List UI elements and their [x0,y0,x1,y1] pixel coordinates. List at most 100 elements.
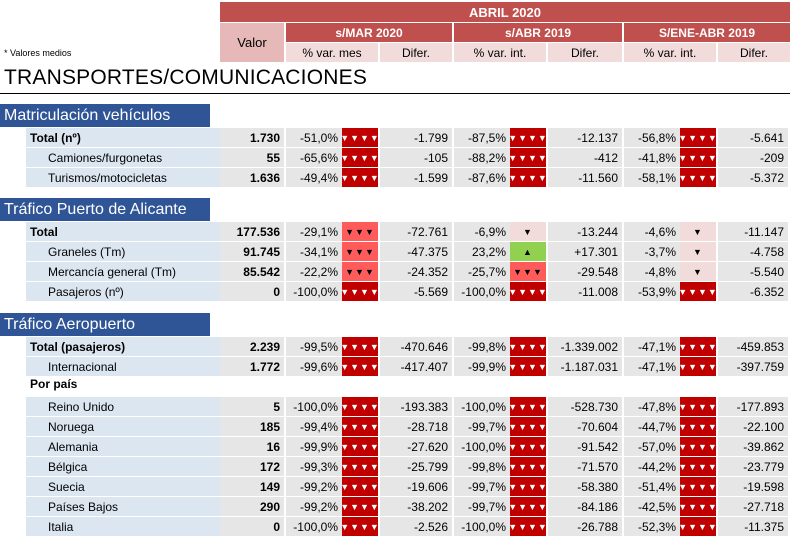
cell-var-ene-abr: -47,1% [624,337,680,356]
table-row: Noruega 185 -99,4% -28.718 -99,7% -70.604 -44,… [0,417,790,437]
trend-arrows-icon: ▼▼▼▼ [340,337,379,356]
trend-arrows-icon: ▼▼▼▼ [678,337,717,356]
table-row: Países Bajos 290 -99,2% -38.202 -99,7% -84.18… [0,497,790,517]
cell-difer-ene-abr: -11.375 [718,517,788,536]
cell-var-mes: -99,2% [286,477,342,496]
cell-difer-ene-abr: -5.540 [718,262,788,281]
cell-difer-mes: -193.383 [380,397,452,416]
trend-arrows-icon: ▼▼▼ [342,222,378,241]
cell-difer-ene-abr: -27.718 [718,497,788,516]
cell-difer-ene-abr: -11.147 [718,222,788,241]
trend-arrows-icon: ▼▼▼▼ [678,128,717,147]
cell-difer-mes: -1.599 [380,168,452,187]
cell-var-mes: -49,4% [286,168,342,187]
row-label: Reino Unido [26,397,222,416]
cell-var-int: -99,7% [454,417,510,436]
cell-difer-mes: -1.799 [380,128,452,147]
trend-arrows-icon: ▼ [680,262,716,281]
row-label: Total (nº) [26,128,222,147]
row-label: Total (pasajeros) [26,337,222,356]
cell-valor: 290 [220,497,284,516]
cell-var-ene-abr: -44,7% [624,417,680,436]
cell-valor: 149 [220,477,284,496]
cell-difer-ene-abr: -397.759 [718,357,788,376]
table-row: Total (pasajeros) 2.239 -99,5% -470.646 -99,… [0,337,790,357]
cell-difer-mes: -27.620 [380,437,452,456]
trend-arrows-icon: ▼ [680,222,716,241]
trend-arrows-icon: ▼▼▼▼ [678,417,717,436]
table-row: Suecia 149 -99,2% -19.606 -99,7% -58.380 -51,4… [0,477,790,497]
cell-difer-ene-abr: -5.372 [718,168,788,187]
group-header-ene-abr2019: S/ENE-ABR 2019 [624,23,790,42]
cell-valor: 2.239 [220,337,284,356]
cell-difer-mes: -5.569 [380,282,452,301]
cell-valor: 91.745 [220,242,284,261]
cell-var-ene-abr: -42,5% [624,497,680,516]
trend-arrows-icon: ▼▼▼▼ [508,128,547,147]
subheader-var-int-1: % var. int. [454,43,546,62]
trend-arrows-icon: ▼▼▼ [342,242,378,261]
cell-var-int: -99,7% [454,497,510,516]
trend-arrows-icon: ▼▼▼▼ [678,397,717,416]
section-title-aeropuerto: Tráfico Aeropuerto [0,313,210,336]
cell-var-int: -99,8% [454,457,510,476]
trend-arrows-icon: ▼▼▼▼ [340,128,379,147]
cell-valor: 177.536 [220,222,284,241]
page-title: TRANSPORTES/COMUNICACIONES [4,66,368,89]
cell-var-int: -99,8% [454,337,510,356]
cell-difer-mes: -2.526 [380,517,452,536]
cell-difer-ene-abr: -5.641 [718,128,788,147]
cell-difer-mes: -38.202 [380,497,452,516]
trend-arrows-icon: ▼▼▼▼ [508,437,547,456]
cell-difer-int: -29.548 [548,262,622,281]
row-label: Italia [26,517,222,536]
cell-var-int: -100,0% [454,517,510,536]
trend-arrows-icon: ▼▼▼▼ [678,357,717,376]
valor-header: Valor [220,23,284,62]
trend-arrows-icon: ▼▼▼▼ [340,437,379,456]
cell-difer-mes: -72.761 [380,222,452,241]
period-header: ABRIL 2020 [220,2,790,22]
cell-difer-ene-abr: -209 [718,148,788,167]
cell-var-mes: -99,3% [286,457,342,476]
cell-var-mes: -22,2% [286,262,342,281]
trend-arrows-icon: ▼▼▼▼ [678,437,717,456]
cell-difer-mes: -105 [380,148,452,167]
cell-difer-int: -71.570 [548,457,622,476]
cell-var-ene-abr: -47,8% [624,397,680,416]
cell-difer-ene-abr: -177.893 [718,397,788,416]
cell-difer-int: -13.244 [548,222,622,241]
table-row: Camiones/furgonetas 55 -65,6% -105 -88,2% -41… [0,148,790,168]
table-row: Bélgica 172 -99,3% -25.799 -99,8% -71.570 -44,… [0,457,790,477]
cell-var-mes: -100,0% [286,517,342,536]
trend-arrows-icon: ▼▼▼▼ [340,497,379,516]
trend-arrows-icon: ▼▼▼▼ [678,457,717,476]
cell-var-mes: -29,1% [286,222,342,241]
cell-difer-ene-abr: -4.758 [718,242,788,261]
trend-arrows-icon: ▼ [680,242,716,261]
cell-valor: 5 [220,397,284,416]
cell-var-int: -6,9% [454,222,510,241]
cell-difer-int: -84.186 [548,497,622,516]
cell-difer-ene-abr: -39.862 [718,437,788,456]
subheading-por-pais: Por país [30,377,78,391]
cell-var-ene-abr: -47,1% [624,357,680,376]
cell-difer-mes: -470.646 [380,337,452,356]
row-label: Pasajeros (nº) [26,282,222,301]
trend-arrows-icon: ▼▼▼▼ [340,168,379,187]
cell-difer-mes: -24.352 [380,262,452,281]
table-row: Reino Unido 5 -100,0% -193.383 -100,0% -528.7… [0,397,790,417]
trend-arrows-icon: ▼▼▼▼ [340,477,379,496]
cell-difer-int: -528.730 [548,397,622,416]
trend-arrows-icon: ▼▼▼ [342,262,378,281]
cell-var-mes: -65,6% [286,148,342,167]
table-row: Total (nº) 1.730 -51,0% -1.799 -87,5% -12.137… [0,128,790,148]
subheader-var-mes: % var. mes [286,43,378,62]
cell-var-ene-abr: -4,8% [624,262,680,281]
row-label: Países Bajos [26,497,222,516]
cell-var-int: -100,0% [454,397,510,416]
cell-var-ene-abr: -53,9% [624,282,680,301]
trend-arrows-icon: ▼▼▼▼ [340,417,379,436]
cell-difer-ene-abr: -19.598 [718,477,788,496]
trend-arrows-icon: ▼▼▼▼ [508,497,547,516]
